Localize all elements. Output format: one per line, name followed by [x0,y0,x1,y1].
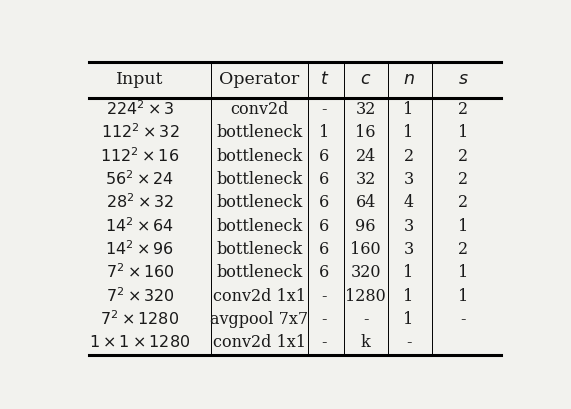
Text: 2: 2 [458,171,468,188]
Text: 1: 1 [458,124,468,142]
Text: 1: 1 [458,264,468,281]
Text: 16: 16 [355,124,376,142]
Text: 2: 2 [458,194,468,211]
Text: $224^2 \times 3$: $224^2 \times 3$ [106,100,174,119]
Text: 3: 3 [404,218,414,235]
Text: 1: 1 [458,218,468,235]
Text: bottleneck: bottleneck [216,171,303,188]
Text: $7^2 \times 160$: $7^2 \times 160$ [106,263,174,282]
Text: $28^2 \times 32$: $28^2 \times 32$ [106,193,174,212]
Text: 160: 160 [351,241,381,258]
Text: 6: 6 [319,148,329,165]
Text: 2: 2 [458,148,468,165]
Text: bottleneck: bottleneck [216,264,303,281]
Text: bottleneck: bottleneck [216,148,303,165]
Text: $c$: $c$ [360,71,371,88]
Text: k: k [361,335,371,351]
Text: 6: 6 [319,218,329,235]
Text: bottleneck: bottleneck [216,194,303,211]
Text: $112^2 \times 16$: $112^2 \times 16$ [100,147,180,166]
Text: 1: 1 [404,288,414,305]
Text: 1: 1 [404,311,414,328]
Text: $14^2 \times 96$: $14^2 \times 96$ [106,240,175,259]
Text: bottleneck: bottleneck [216,124,303,142]
Text: -: - [321,101,327,118]
Text: avgpool 7x7: avgpool 7x7 [210,311,308,328]
Text: 32: 32 [356,171,376,188]
Text: Input: Input [116,71,164,88]
Text: -: - [321,311,327,328]
Text: 6: 6 [319,241,329,258]
Text: 1: 1 [404,101,414,118]
Text: $56^2 \times 24$: $56^2 \times 24$ [106,170,175,189]
Text: 6: 6 [319,194,329,211]
Text: 1: 1 [404,264,414,281]
Text: -: - [363,311,368,328]
Text: 2: 2 [458,241,468,258]
Text: 1280: 1280 [345,288,386,305]
Text: 3: 3 [404,171,414,188]
Text: Operator: Operator [219,71,300,88]
Text: -: - [321,288,327,305]
Text: -: - [406,335,411,351]
Text: bottleneck: bottleneck [216,241,303,258]
Text: 1: 1 [458,288,468,305]
Text: $n$: $n$ [403,71,415,88]
Text: 1: 1 [319,124,329,142]
Text: 4: 4 [404,194,413,211]
Text: $7^2 \times 320$: $7^2 \times 320$ [106,287,174,306]
Text: 24: 24 [356,148,376,165]
Text: $s$: $s$ [458,71,468,88]
Text: $7^2 \times 1280$: $7^2 \times 1280$ [100,310,179,329]
Text: 3: 3 [404,241,414,258]
Text: 6: 6 [319,171,329,188]
Text: 6: 6 [319,264,329,281]
Text: 2: 2 [458,101,468,118]
Text: $t$: $t$ [320,71,329,88]
Text: conv2d: conv2d [230,101,288,118]
Text: -: - [460,311,466,328]
Text: 64: 64 [356,194,376,211]
Text: 320: 320 [351,264,381,281]
Text: $1 \times 1 \times 1280$: $1 \times 1 \times 1280$ [90,335,191,351]
Text: conv2d 1x1: conv2d 1x1 [213,335,306,351]
Text: 32: 32 [356,101,376,118]
Text: -: - [321,335,327,351]
Text: $112^2 \times 32$: $112^2 \times 32$ [100,124,179,142]
Text: $14^2 \times 64$: $14^2 \times 64$ [106,217,175,236]
Text: 1: 1 [404,124,414,142]
Text: bottleneck: bottleneck [216,218,303,235]
Text: 2: 2 [404,148,413,165]
Text: 96: 96 [355,218,376,235]
Text: conv2d 1x1: conv2d 1x1 [213,288,306,305]
